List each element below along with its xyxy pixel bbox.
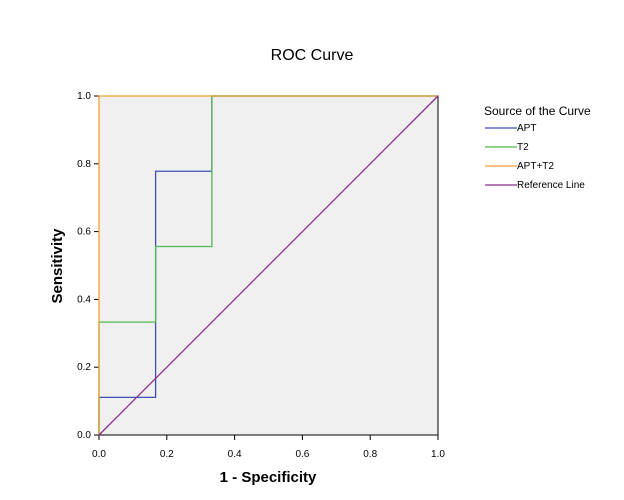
- legend-label-reference-line: Reference Line: [517, 180, 585, 191]
- series-line-reference-line: [98, 95, 439, 436]
- x-tick-label-4: 0.8: [363, 449, 377, 460]
- x-tick-label-5: 1.0: [431, 449, 445, 460]
- x-tick-label-0: 0.0: [92, 449, 106, 460]
- series-line-apt-t2: [98, 95, 438, 435]
- x-tick-label-1: 0.2: [160, 449, 174, 460]
- y-tick-label-1: 0.2: [77, 362, 91, 373]
- legend-title: Source of the Curve: [484, 104, 591, 118]
- y-tick-label-3: 0.6: [77, 227, 91, 238]
- y-axis-title: Sensitivity: [49, 228, 66, 304]
- y-tick-label-0: 0.0: [77, 430, 91, 441]
- plot-area: 0.0 0.2 0.4 0.6 0.8 1.0 0.0 0.2 0.4 0.6 0.8 1.0: [77, 91, 445, 460]
- legend-label-apt: APT: [517, 123, 536, 134]
- y-tick-label-2: 0.4: [77, 294, 91, 305]
- chart-title: ROC Curve: [271, 47, 354, 64]
- legend: Source of the Curve APT T2 APT+T2 Reference…: [484, 104, 591, 191]
- legend-label-apt-t2: APT+T2: [517, 161, 554, 172]
- x-tick-label-3: 0.6: [295, 449, 309, 460]
- axes: 0.0 0.2 0.4 0.6 0.8 1.0 0.0 0.2 0.4 0.6 0.8 1.0: [77, 91, 445, 460]
- x-tick-label-2: 0.4: [228, 449, 242, 460]
- series-lines: [98, 95, 439, 436]
- y-tick-label-4: 0.8: [77, 159, 91, 170]
- x-axis-title: 1 - Specificity: [220, 469, 317, 486]
- y-tick-label-5: 1.0: [77, 91, 91, 102]
- legend-label-t2: T2: [517, 142, 529, 153]
